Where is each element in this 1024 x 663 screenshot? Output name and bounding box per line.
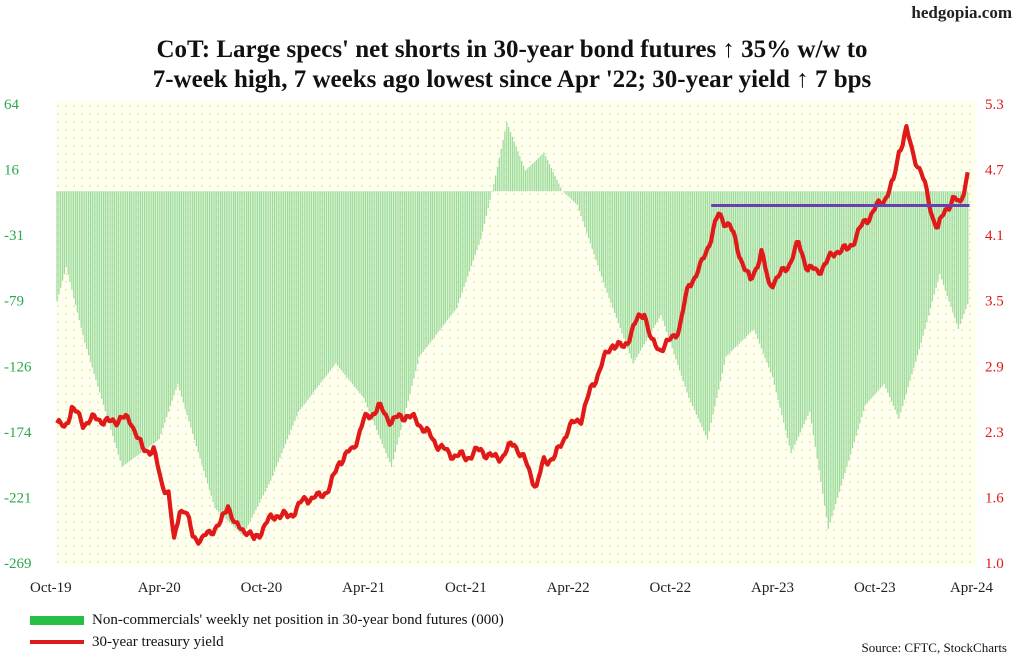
right-axis-tick-label: 4.1 [985,228,1004,244]
legend-item-line: 30-year treasury yield [30,632,224,652]
left-axis-tick-label: -269 [4,556,32,572]
left-axis-tick-label: -221 [4,490,32,506]
left-axis-tick-label: -126 [4,359,32,375]
x-axis-tick-label: Apr-22 [547,580,590,596]
x-axis-tick-label: Oct-21 [445,580,487,596]
x-axis-tick-label: Apr-20 [138,580,181,596]
x-axis-tick-label: Oct-19 [30,580,72,596]
x-axis-tick-label: Oct-23 [854,580,896,596]
x-axis-tick-label: Oct-22 [650,580,692,596]
x-axis-tick-label: Apr-23 [751,580,794,596]
right-axis-tick-label: 5.3 [985,97,1004,113]
chart-title-line-2: 7-week high, 7 weeks ago lowest since Ap… [152,66,872,93]
right-axis-tick-label: 2.3 [985,425,1004,441]
x-axis-tick-label: Apr-21 [342,580,385,596]
left-axis-tick-label: -174 [4,425,32,441]
legend-swatch-bars [30,615,84,625]
yield-line [55,124,970,546]
legend-label-bars: Non-commercials' weekly net position in … [92,611,504,628]
source-note: Source: CFTC, StockCharts [861,640,1007,655]
right-axis-tick-label: 4.7 [985,163,1004,179]
right-axis-tick-label: 3.5 [985,294,1004,310]
legend-label-line: 30-year treasury yield [92,633,224,650]
plot-grid [57,99,977,566]
left-axis-tick-label: 16 [4,163,20,179]
right-axis-tick-label: 1.6 [985,490,1004,506]
x-axis-tick-label: Oct-20 [241,580,283,596]
chart-title-line-1: CoT: Large specs' net shorts in 30-year … [156,36,868,63]
right-axis-tick-label: 2.9 [985,359,1004,375]
left-axis-tick-label: -31 [4,228,24,244]
right-axis-tick-label: 1.0 [985,556,1004,572]
left-axis-tick-label: 64 [4,97,20,113]
legend-item-bars: Non-commercials' weekly net position in … [30,610,504,630]
legend-swatch-line [30,640,84,644]
left-axis-tick-label: -79 [4,294,24,310]
x-axis-tick-label: Apr-24 [950,580,994,596]
watermark: hedgopia.com [911,3,1012,22]
